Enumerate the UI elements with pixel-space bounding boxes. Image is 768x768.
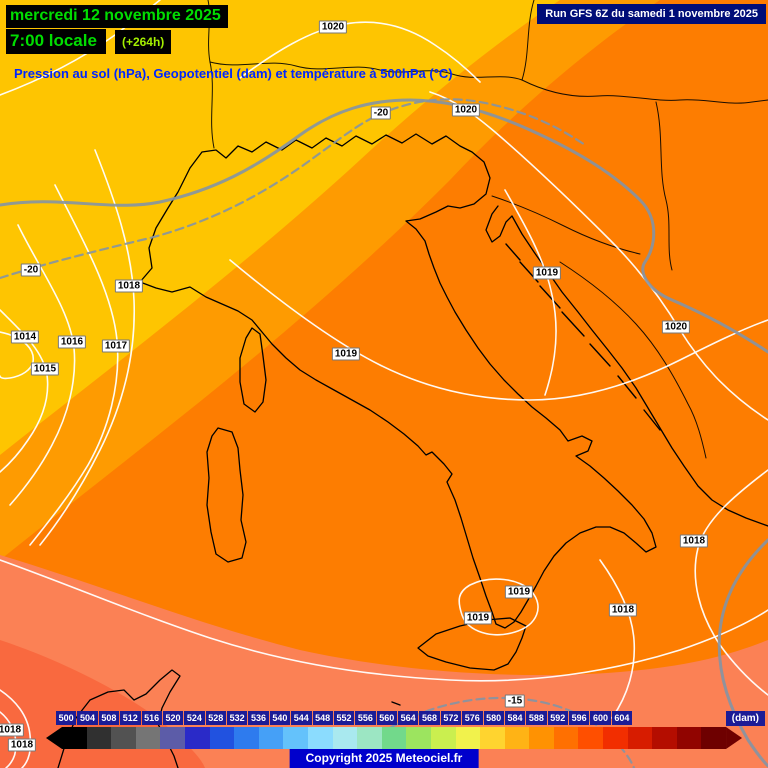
sicily-coastline	[417, 617, 527, 671]
scale-color-segment	[381, 727, 407, 749]
isoline-value-label: 1014	[10, 330, 40, 344]
sardinia-coastline	[206, 427, 247, 563]
scale-value: 556	[355, 711, 376, 725]
scale-color-segment	[455, 727, 481, 749]
scale-color-segment	[62, 727, 87, 749]
scale-color-segment	[553, 727, 579, 749]
scale-value: 504	[77, 711, 98, 725]
isoline-value-label: 1020	[318, 20, 348, 34]
map-subtitle: Pression au sol (hPa), Geopotentiel (dam…	[14, 66, 453, 81]
isoline-value-label: 1020	[661, 320, 691, 334]
isoline-value-label: 1016	[57, 335, 87, 349]
scale-color-segment	[504, 727, 530, 749]
isoline-value-label: 1018	[0, 723, 25, 737]
scale-value: 592	[547, 711, 568, 725]
scale-value: 552	[333, 711, 355, 725]
scale-color-segment	[627, 727, 653, 749]
time-row: 7:00 locale (+264h)	[6, 29, 172, 54]
scale-value: 516	[141, 711, 162, 725]
scale-color-segment	[332, 727, 358, 749]
scale-color-segment	[135, 727, 161, 749]
scale-value: 588	[526, 711, 547, 725]
scale-value: 596	[569, 711, 590, 725]
isoline-value-label: 1018	[7, 738, 37, 752]
isoline-value-label: 1019	[463, 611, 493, 625]
scale-value: 532	[227, 711, 248, 725]
scale-arrow-right	[726, 727, 743, 749]
color-scale-bar	[46, 727, 743, 749]
isoline-value-label: 1020	[451, 103, 481, 117]
scale-value: 548	[312, 711, 333, 725]
scale-color-segment	[578, 727, 604, 749]
scale-color-segment	[184, 727, 210, 749]
scale-color-segment	[160, 727, 185, 749]
color-scale-values: 500 504 508 512 516 520 524 528 532 536 540 544 548 5…	[56, 711, 633, 725]
scale-color-segment	[234, 727, 259, 749]
isoline-value-label: 1018	[114, 279, 144, 293]
scale-color-segment	[529, 727, 554, 749]
scale-value: 572	[440, 711, 462, 725]
local-time-label: 7:00 locale	[6, 29, 106, 54]
scale-value: 568	[419, 711, 440, 725]
scale-color-segment	[701, 727, 727, 749]
scale-value: 500	[56, 711, 77, 725]
scale-color-segment	[357, 727, 382, 749]
scale-value: 508	[98, 711, 120, 725]
italy-coastline	[139, 133, 657, 629]
scale-value: 528	[205, 711, 226, 725]
scale-value: 584	[504, 711, 526, 725]
isoline-value-label: 1015	[30, 362, 60, 376]
isoline-value-label: 1017	[101, 339, 131, 353]
run-info-box: Run GFS 6Z du samedi 1 novembre 2025	[537, 4, 766, 24]
scale-value: 560	[376, 711, 397, 725]
corsica-coastline	[239, 327, 267, 413]
scale-value: 520	[162, 711, 184, 725]
scale-value: 564	[398, 711, 419, 725]
scale-value: 536	[248, 711, 269, 725]
scale-color-segment	[430, 727, 456, 749]
isoline-value-label: 1018	[679, 534, 709, 548]
scale-value: 576	[462, 711, 483, 725]
isoline-value-label: -15	[504, 694, 526, 708]
isoline-value-label: -20	[20, 263, 42, 277]
scale-color-segment	[307, 727, 333, 749]
scale-value: 512	[120, 711, 141, 725]
scale-value: 540	[269, 711, 291, 725]
scale-color-segment	[209, 727, 235, 749]
scale-color-segment	[406, 727, 431, 749]
scale-color-segment	[652, 727, 677, 749]
copyright-label: Copyright 2025 Meteociel.fr	[289, 749, 479, 768]
date-label: mercredi 12 novembre 2025	[6, 5, 228, 28]
balkan-coastline	[485, 205, 768, 527]
scale-value: 544	[291, 711, 312, 725]
scale-color-segment	[258, 727, 284, 749]
scale-arrow-left	[46, 727, 62, 749]
geopotential-lines	[0, 98, 768, 768]
isoline-value-label: 1019	[532, 266, 562, 280]
isoline-value-label: 1019	[504, 585, 534, 599]
scale-value: 604	[611, 711, 633, 725]
scale-color-segment	[603, 727, 628, 749]
scale-value: 580	[483, 711, 504, 725]
scale-value: 524	[184, 711, 205, 725]
scale-color-segment	[283, 727, 308, 749]
isoline-value-label: 1018	[608, 603, 638, 617]
scale-color-segment	[86, 727, 112, 749]
scale-color-segment	[676, 727, 702, 749]
unit-label: (dam)	[725, 711, 765, 726]
forecast-offset-label: (+264h)	[114, 29, 172, 54]
scale-value: 600	[590, 711, 611, 725]
isoline-value-label: 1019	[331, 347, 361, 361]
scale-color-segment	[111, 727, 136, 749]
isoline-value-label: -20	[370, 106, 392, 120]
scale-color-segment	[480, 727, 505, 749]
